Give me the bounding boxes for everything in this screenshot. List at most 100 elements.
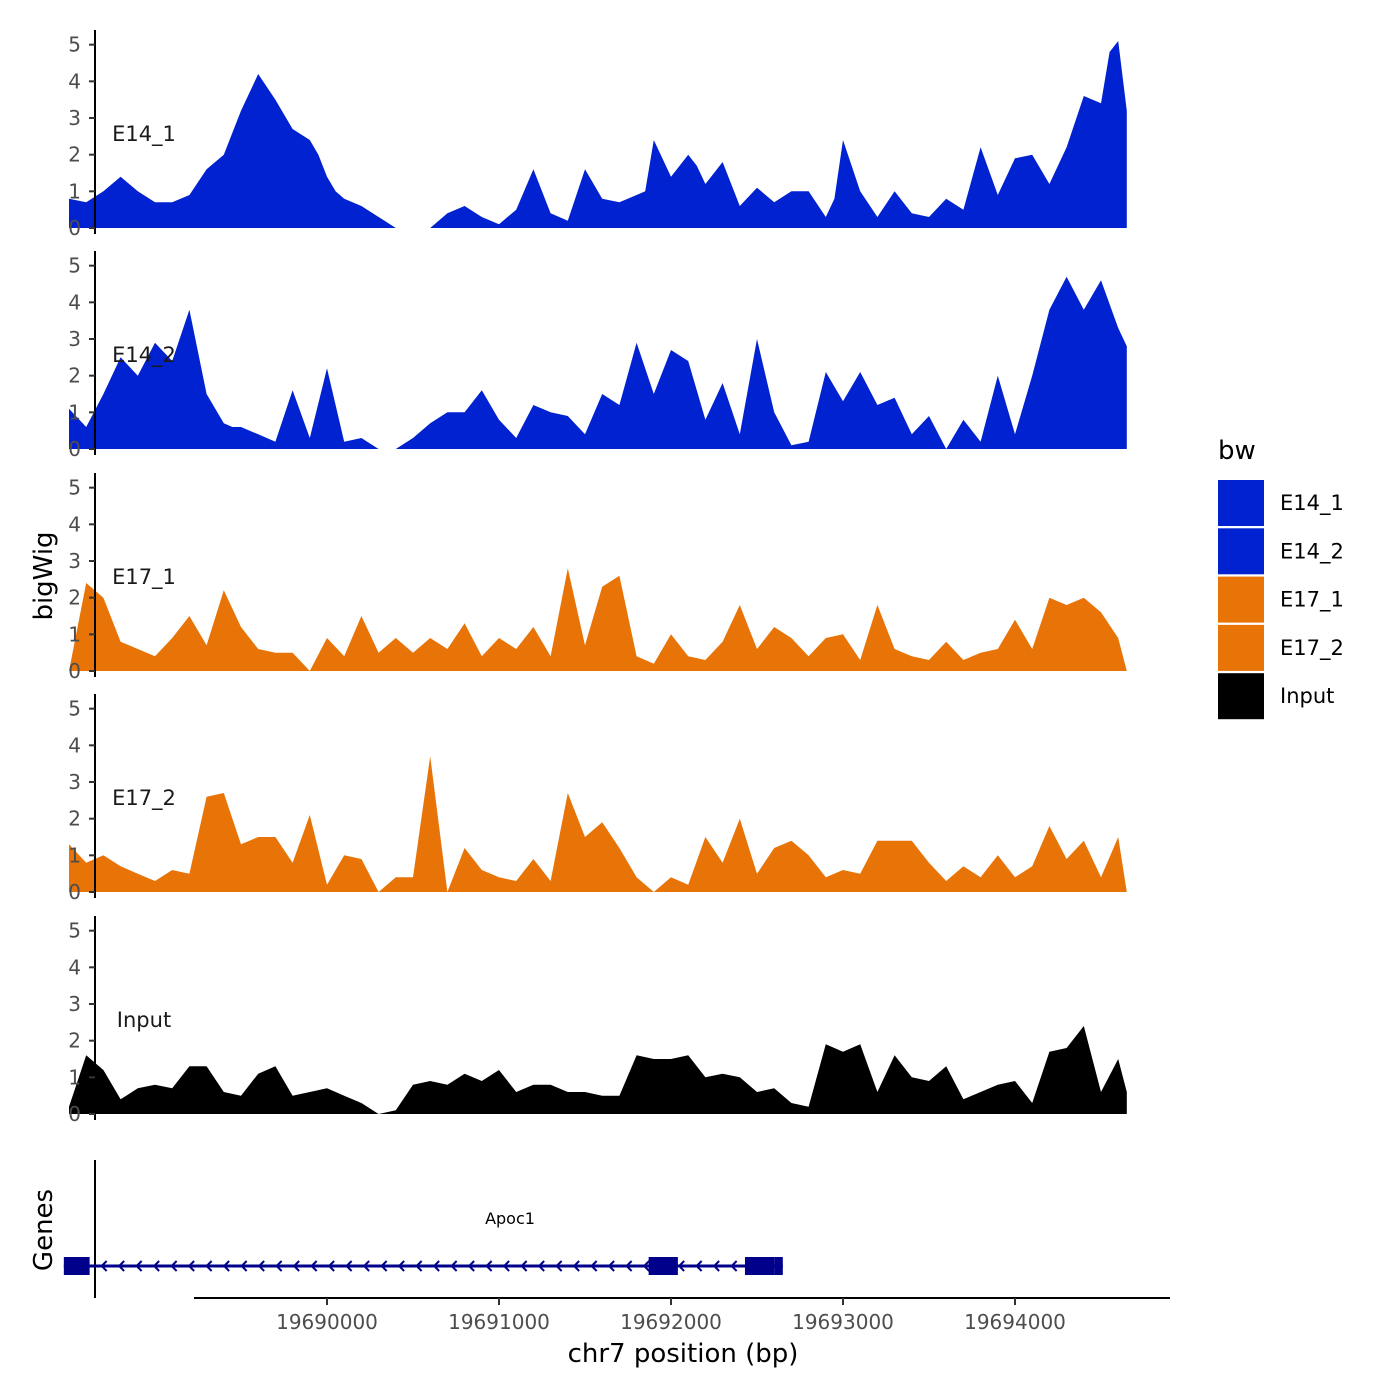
strand-arrow <box>607 1260 615 1272</box>
y-tick-label: 1 <box>68 622 81 646</box>
legend-swatch <box>1218 480 1264 526</box>
strand-arrow <box>117 1260 125 1272</box>
y-tick-label: 3 <box>68 327 81 351</box>
strand-arrow <box>555 1260 563 1272</box>
strand-arrow <box>257 1260 265 1272</box>
strand-arrow <box>222 1260 230 1272</box>
y-tick-label: 4 <box>68 69 81 93</box>
panel-label-e14_2: E14_2 <box>112 343 176 368</box>
y-tick-label: 2 <box>68 1029 81 1053</box>
y-tick-label: 0 <box>68 437 81 461</box>
strand-arrow <box>380 1260 388 1272</box>
strand-arrow <box>695 1260 703 1272</box>
y-tick-label: 5 <box>68 476 81 500</box>
gene-label: Apoc1 <box>485 1209 535 1228</box>
strand-arrow <box>677 1260 685 1272</box>
y-tick-label: 4 <box>68 290 81 314</box>
y-axis-title: bigWig <box>29 531 59 620</box>
strand-arrow <box>135 1260 143 1272</box>
strand-arrow <box>292 1260 300 1272</box>
y-tick-label: 4 <box>68 733 81 757</box>
strand-arrow <box>205 1260 213 1272</box>
x-axis: 19690000 19691000 19692000 19693000 19694000 <box>194 1297 1170 1334</box>
legend-label: E14_1 <box>1280 491 1344 516</box>
strand-arrow <box>362 1260 370 1272</box>
y-tick-label: 0 <box>68 1102 81 1126</box>
y-tick-label: 4 <box>68 512 81 536</box>
y-tick-label: 3 <box>68 106 81 130</box>
panel-label-e17_1: E17_1 <box>112 565 176 590</box>
area-e14_1 <box>69 41 1127 228</box>
strand-arrow <box>345 1260 353 1272</box>
y-tick-label: 0 <box>68 880 81 904</box>
y-tick-label: 0 <box>68 216 81 240</box>
y-tick-label: 2 <box>68 586 81 610</box>
gene-exon <box>648 1257 678 1275</box>
signal-panels: 0 1 2 3 4 5 E14_1 0 1 2 3 4 5 E14_2 0 1 2 3 4 5 E17_1 0 1 2 3 4 5 E… <box>68 30 1127 1126</box>
strand-arrow <box>415 1260 423 1272</box>
strand-arrow <box>590 1260 598 1272</box>
gene-apoc1: Apoc1 <box>63 1209 783 1275</box>
y-tick-label: 3 <box>68 992 81 1016</box>
strand-arrow <box>467 1260 475 1272</box>
strand-arrow <box>712 1260 720 1272</box>
x-tick-label: 19693000 <box>792 1310 894 1334</box>
gene-exon <box>744 1257 775 1275</box>
panel-e17_2: 0 1 2 3 4 5 E17_2 <box>68 694 1127 904</box>
panel-label-e14_1: E14_1 <box>112 122 176 147</box>
y-tick-label: 5 <box>68 697 81 721</box>
x-tick-label: 19694000 <box>964 1310 1066 1334</box>
y-tick-label: 5 <box>68 254 81 278</box>
y-tick-label: 2 <box>68 807 81 831</box>
legend-item-e17_2: E17_2 <box>1218 624 1344 671</box>
panel-input: 0 1 2 3 4 5 Input <box>68 916 1127 1126</box>
x-tick-label: 19691000 <box>448 1310 550 1334</box>
area-e17_2 <box>69 756 1127 892</box>
strand-arrow <box>450 1260 458 1272</box>
y-tick-label: 3 <box>68 770 81 794</box>
y-tick-label: 1 <box>68 843 81 867</box>
gene-exon <box>774 1257 783 1275</box>
x-tick-label: 19690000 <box>276 1310 378 1334</box>
panel-label-e17_2: E17_2 <box>112 786 176 811</box>
x-tick-label: 19692000 <box>620 1310 722 1334</box>
strand-arrow <box>327 1260 335 1272</box>
strand-arrow <box>642 1260 650 1272</box>
strand-arrow <box>240 1260 248 1272</box>
legend-label: E17_1 <box>1280 588 1344 613</box>
legend-item-e17_1: E17_1 <box>1218 576 1344 623</box>
strand-arrow <box>170 1260 178 1272</box>
panel-e14_2: 0 1 2 3 4 5 E14_2 <box>68 251 1127 461</box>
strand-arrow <box>572 1260 580 1272</box>
panel-e17_1: 0 1 2 3 4 5 E17_1 <box>68 473 1127 683</box>
y-tick-label: 1 <box>68 1065 81 1089</box>
strand-arrow <box>432 1260 440 1272</box>
y-tick-label: 2 <box>68 364 81 388</box>
legend-label: E14_2 <box>1280 539 1344 564</box>
strand-arrow <box>537 1260 545 1272</box>
gene-track: Apoc1 <box>63 1160 783 1298</box>
y-tick-label: 5 <box>68 919 81 943</box>
strand-arrow <box>100 1260 108 1272</box>
legend-swatch <box>1218 624 1264 671</box>
legend-swatch <box>1218 673 1264 720</box>
area-e14_2 <box>69 276 1127 449</box>
y-tick-label: 4 <box>68 955 81 979</box>
strand-arrow <box>485 1260 493 1272</box>
strand-arrow <box>187 1260 195 1272</box>
strand-arrow <box>310 1260 318 1272</box>
panel-e14_1: 0 1 2 3 4 5 E14_1 <box>68 30 1127 240</box>
strand-arrow <box>625 1260 633 1272</box>
strand-arrow <box>502 1260 510 1272</box>
area-input <box>69 1026 1127 1114</box>
strand-arrow <box>152 1260 160 1272</box>
legend-item-input: Input <box>1218 673 1334 720</box>
legend-item-e14_1: E14_1 <box>1218 480 1344 526</box>
y-tick-label: 0 <box>68 659 81 683</box>
y-tick-label: 2 <box>68 143 81 167</box>
strand-arrow <box>520 1260 528 1272</box>
genes-track-title: Genes <box>29 1189 59 1271</box>
legend-item-e14_2: E14_2 <box>1218 528 1344 575</box>
strand-arrow <box>730 1260 738 1272</box>
